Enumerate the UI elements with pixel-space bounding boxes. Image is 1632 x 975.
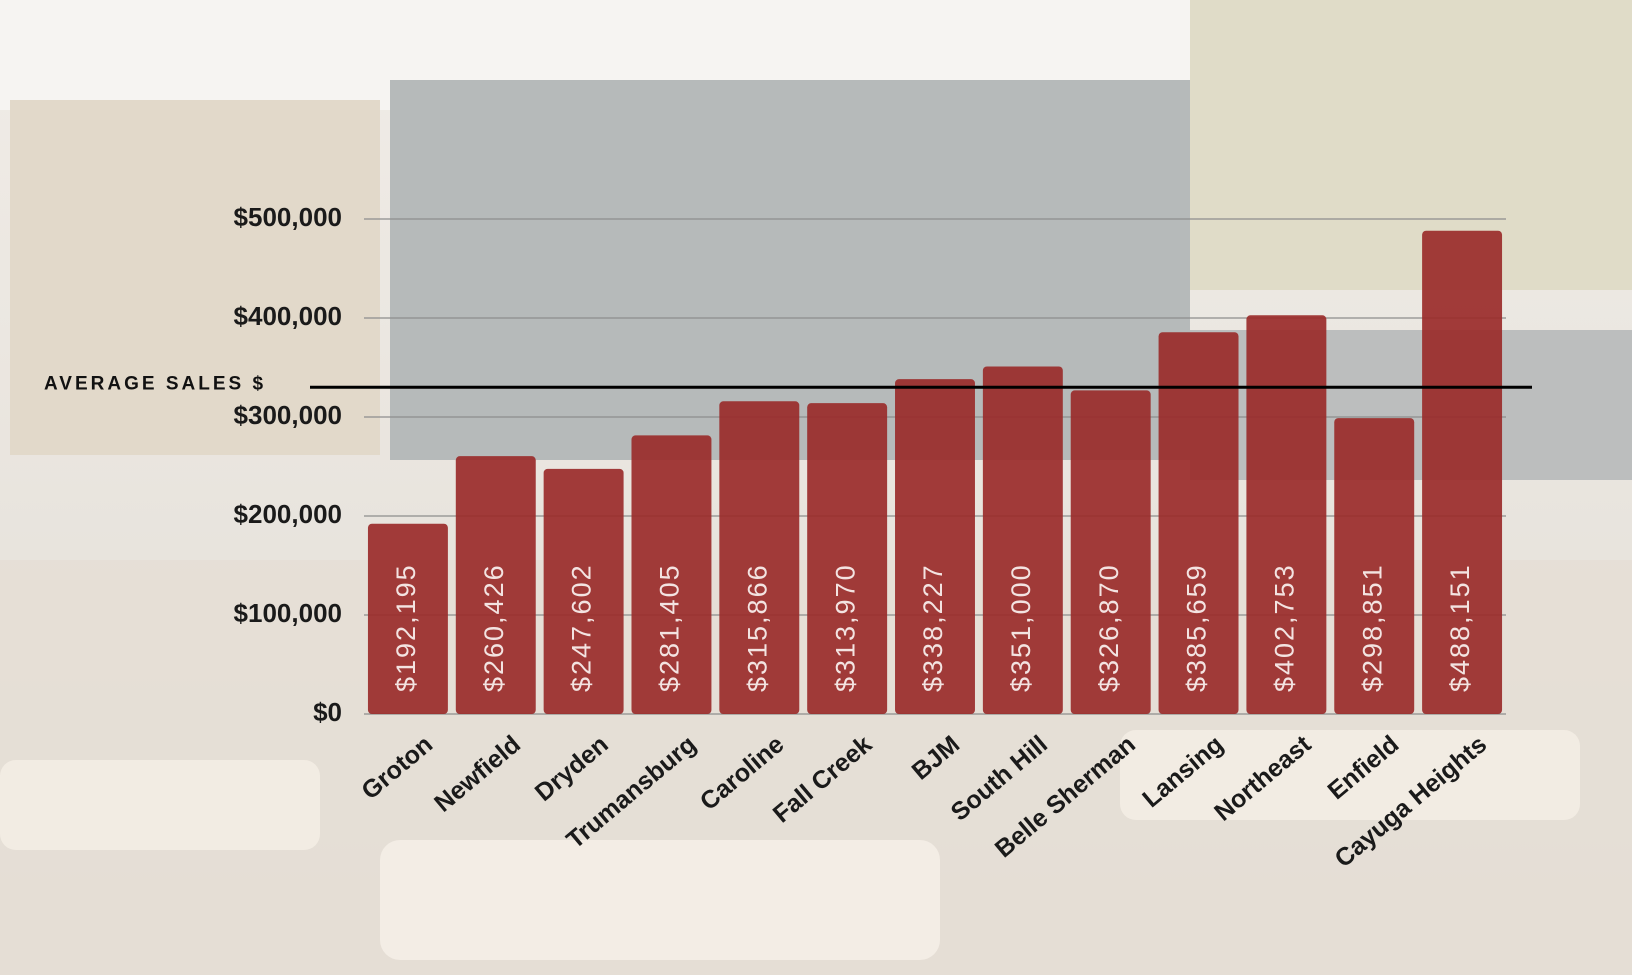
y-tick-label: $500,000 — [234, 202, 342, 232]
bar — [719, 401, 800, 714]
y-tick-label: $200,000 — [234, 499, 342, 529]
value-label: $192,195 — [391, 563, 421, 692]
bar — [367, 523, 448, 714]
bar — [455, 456, 536, 714]
bar — [1246, 315, 1327, 714]
bar — [543, 468, 624, 714]
y-tick-label: $400,000 — [234, 301, 342, 331]
bar — [1334, 418, 1415, 714]
bar — [631, 435, 712, 714]
value-label: $281,405 — [655, 563, 685, 692]
value-label: $338,227 — [918, 563, 948, 692]
value-label: $315,866 — [742, 563, 772, 692]
value-label: $260,426 — [479, 563, 509, 692]
bar — [895, 379, 975, 714]
bar — [982, 366, 1063, 714]
value-label: $402,753 — [1270, 563, 1300, 692]
y-tick-label: $100,000 — [234, 598, 342, 628]
value-label: $351,000 — [1006, 563, 1036, 692]
bar — [1158, 332, 1239, 714]
value-label: $488,151 — [1445, 563, 1475, 692]
y-tick-label: $300,000 — [234, 400, 342, 430]
bar — [807, 403, 888, 714]
y-tick-label: $0 — [313, 697, 342, 727]
bar — [1422, 230, 1503, 714]
value-label: $385,659 — [1182, 563, 1212, 692]
bar — [1070, 390, 1151, 714]
average-label: AVERAGE SALES $ — [44, 373, 266, 394]
value-label: $326,870 — [1094, 563, 1124, 692]
value-label: $298,851 — [1357, 563, 1387, 692]
value-label: $313,970 — [830, 563, 860, 692]
value-label: $247,602 — [567, 563, 597, 692]
